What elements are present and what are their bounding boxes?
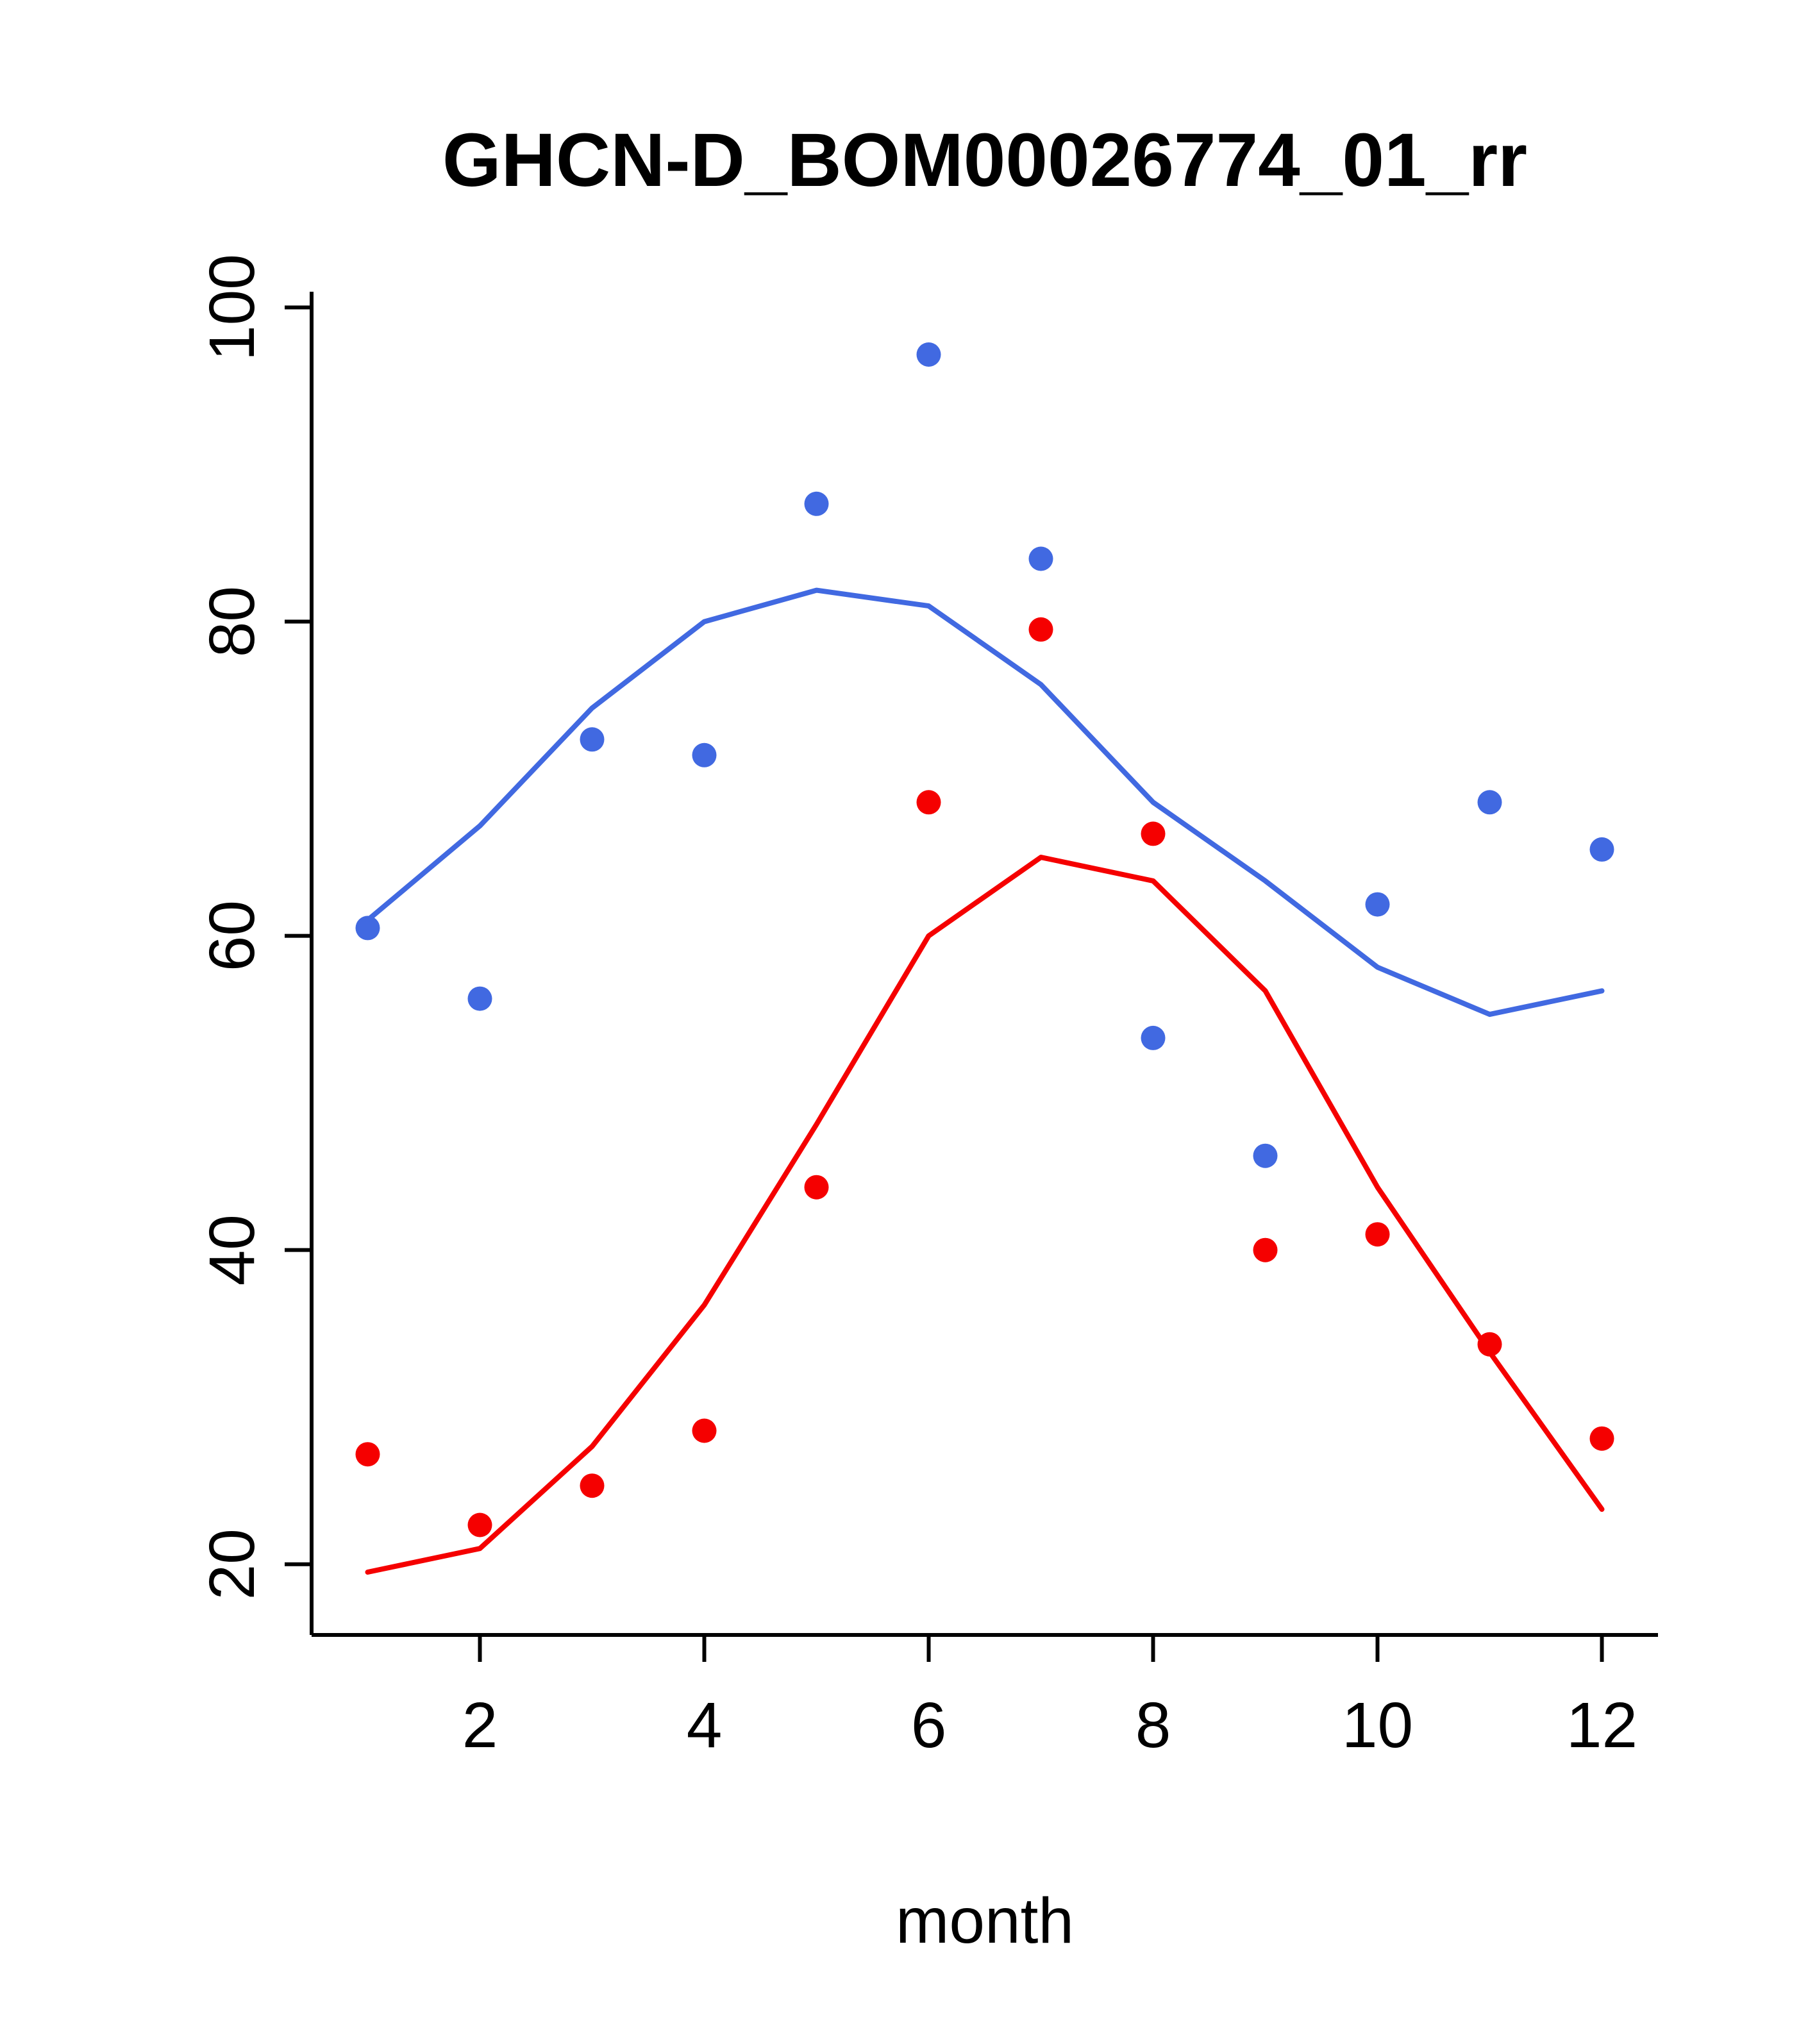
data-point-blue-points [692, 742, 717, 767]
y-tick-label: 40 [196, 1214, 268, 1286]
y-tick-label: 80 [196, 586, 268, 657]
data-point-blue-points [804, 491, 829, 516]
data-point-red-points [467, 1512, 492, 1537]
data-point-blue-points [355, 916, 380, 941]
x-tick-label: 6 [911, 1689, 947, 1761]
y-tick-label: 20 [196, 1529, 268, 1600]
data-point-blue-points [1141, 1025, 1166, 1050]
data-point-red-points [1141, 821, 1166, 846]
data-point-blue-points [1028, 546, 1053, 571]
x-tick-label: 12 [1566, 1689, 1637, 1761]
data-point-blue-points [1477, 790, 1502, 815]
data-point-red-points [1365, 1222, 1390, 1247]
data-point-blue-points [580, 727, 605, 752]
series-line-blue-line [365, 587, 1605, 1018]
data-point-blue-points [1365, 892, 1390, 917]
y-tick-label: 60 [196, 900, 268, 971]
y-tick-label: 100 [196, 254, 268, 361]
data-point-blue-points [467, 986, 492, 1011]
data-point-red-points [916, 790, 941, 815]
data-point-blue-points [1589, 837, 1614, 862]
data-point-red-points [692, 1418, 717, 1443]
data-point-red-points [580, 1473, 605, 1498]
data-point-red-points [1477, 1332, 1502, 1357]
x-tick-label: 8 [1135, 1689, 1171, 1761]
x-tick-label: 2 [462, 1689, 498, 1761]
data-point-red-points [804, 1175, 829, 1200]
x-tick-label: 4 [687, 1689, 723, 1761]
data-point-blue-points [1253, 1143, 1278, 1168]
data-point-red-points [355, 1442, 380, 1467]
x-axis-label: month [896, 1885, 1074, 1957]
chart-title: GHCN-D_BOM00026774_01_rr [442, 118, 1527, 203]
data-point-red-points [1589, 1426, 1614, 1451]
plot-area: 20 40 60 80 100 2 4 6 8 10 12 [196, 254, 1658, 1761]
data-point-red-points [1028, 617, 1053, 642]
series-line-red-line [365, 855, 1605, 1575]
x-tick-label: 10 [1342, 1689, 1413, 1761]
data-point-blue-points [916, 342, 941, 367]
data-point-red-points [1253, 1237, 1278, 1262]
